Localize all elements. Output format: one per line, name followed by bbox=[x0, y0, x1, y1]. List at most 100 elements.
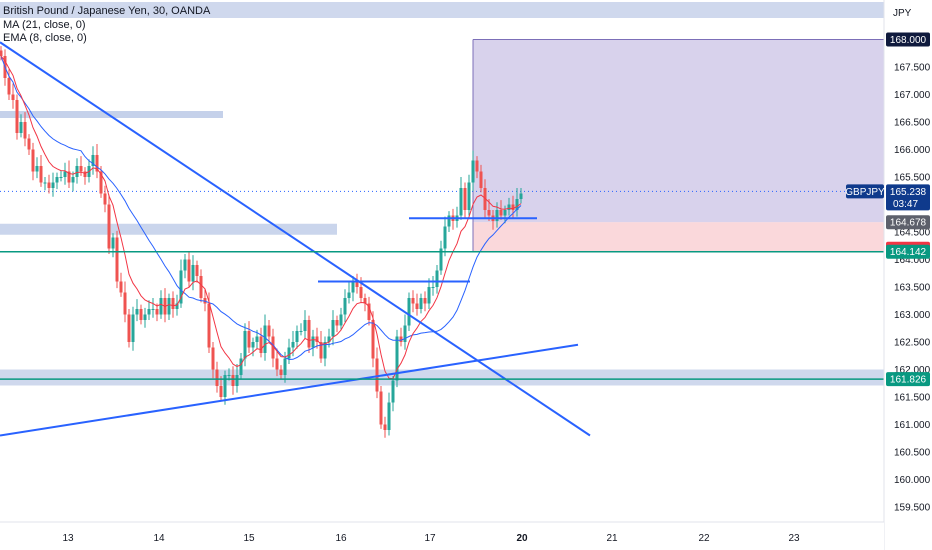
candle bbox=[443, 216, 447, 257]
candle-body bbox=[403, 325, 407, 342]
date-tick-label: 20 bbox=[516, 533, 528, 544]
candle bbox=[287, 338, 291, 364]
candle bbox=[47, 174, 51, 194]
candle bbox=[223, 370, 227, 405]
chart-title: British Pound / Japanese Yen, 30, OANDA bbox=[3, 5, 211, 17]
candle-body bbox=[175, 303, 179, 309]
candle bbox=[103, 185, 107, 213]
candle-body bbox=[7, 78, 11, 95]
candle-body bbox=[419, 298, 423, 309]
candle bbox=[495, 202, 499, 228]
candle bbox=[383, 416, 387, 438]
candle-body bbox=[35, 166, 39, 172]
candle-body bbox=[395, 336, 399, 381]
candle bbox=[107, 194, 111, 254]
candle-body bbox=[407, 298, 411, 326]
candle-body bbox=[159, 298, 163, 315]
ema-line bbox=[0, 55, 522, 380]
candle bbox=[347, 281, 351, 304]
candle-body bbox=[211, 347, 215, 370]
ema-indicator-label[interactable]: EMA (8, close, 0) bbox=[3, 32, 87, 44]
candle-body bbox=[499, 210, 503, 216]
candle-body bbox=[427, 287, 431, 304]
candle-body bbox=[115, 237, 119, 282]
symbol-label: GBPJPY bbox=[845, 187, 885, 198]
candle-body bbox=[0, 50, 3, 56]
candle-body bbox=[383, 424, 387, 430]
candle bbox=[19, 114, 23, 138]
candle bbox=[391, 376, 395, 412]
candle bbox=[331, 310, 335, 346]
candle bbox=[187, 251, 191, 287]
candle bbox=[499, 200, 503, 220]
candle-body bbox=[123, 292, 127, 315]
candle-body bbox=[151, 309, 155, 310]
candle bbox=[271, 328, 275, 368]
candle-body bbox=[195, 265, 199, 276]
candle-body bbox=[143, 314, 147, 320]
candle-body bbox=[67, 171, 71, 183]
candle bbox=[387, 392, 391, 436]
candle-body bbox=[147, 309, 151, 315]
price-tick-label: 161.500 bbox=[894, 393, 931, 404]
price-tick-label: 167.500 bbox=[894, 63, 931, 74]
candle bbox=[219, 376, 223, 402]
candle-body bbox=[515, 199, 519, 210]
candle-body bbox=[387, 402, 391, 430]
candle bbox=[427, 278, 431, 309]
candle-body bbox=[459, 188, 463, 216]
candle-body bbox=[251, 342, 255, 348]
symbol-badge: GBPJPY bbox=[845, 184, 885, 199]
resistance-zone-mid bbox=[0, 223, 337, 235]
candle-body bbox=[267, 325, 271, 337]
candle-body bbox=[91, 155, 95, 166]
candle-body bbox=[11, 94, 15, 100]
candle bbox=[35, 157, 39, 179]
candle bbox=[463, 182, 467, 218]
current-price-badge-bg bbox=[886, 184, 930, 211]
candle bbox=[475, 156, 479, 179]
candle bbox=[83, 167, 87, 185]
current-price-label: 165.238 bbox=[890, 187, 927, 198]
candle bbox=[311, 329, 315, 357]
candle-body bbox=[183, 259, 187, 271]
candle-body bbox=[19, 122, 23, 133]
candle bbox=[343, 289, 347, 323]
price-badge-label: 168.000 bbox=[890, 35, 927, 46]
price-tick-label: 162.000 bbox=[894, 365, 931, 376]
price-tick-label: 167.000 bbox=[894, 90, 931, 101]
candle bbox=[439, 240, 443, 275]
candle bbox=[323, 336, 327, 367]
candle-body bbox=[231, 375, 235, 386]
candle-body bbox=[447, 215, 451, 227]
candle bbox=[143, 307, 147, 328]
candle bbox=[67, 160, 71, 188]
candle bbox=[379, 386, 383, 429]
candle-body bbox=[83, 171, 87, 177]
candle-body bbox=[223, 375, 227, 397]
candle-body bbox=[279, 369, 283, 375]
candle-body bbox=[439, 248, 443, 271]
price-badge-label: 164.678 bbox=[890, 218, 927, 229]
candle-body bbox=[391, 380, 395, 403]
ma-indicator-label[interactable]: MA (21, close, 0) bbox=[3, 18, 86, 31]
candle bbox=[167, 293, 171, 320]
candle-body bbox=[443, 226, 447, 249]
candle-body bbox=[283, 358, 287, 375]
candle bbox=[0, 46, 3, 61]
date-tick-label: 22 bbox=[698, 533, 710, 544]
candle-body bbox=[227, 375, 231, 376]
candle-body bbox=[291, 342, 295, 348]
candle bbox=[115, 230, 119, 289]
candle-body bbox=[519, 193, 523, 199]
candle-body bbox=[351, 281, 355, 293]
candle bbox=[131, 306, 135, 351]
candle-body bbox=[127, 314, 131, 342]
candle bbox=[279, 365, 283, 380]
price-badge-bg bbox=[886, 32, 930, 47]
candle bbox=[371, 311, 375, 368]
candle-body bbox=[479, 171, 483, 188]
candle-body bbox=[399, 336, 403, 342]
